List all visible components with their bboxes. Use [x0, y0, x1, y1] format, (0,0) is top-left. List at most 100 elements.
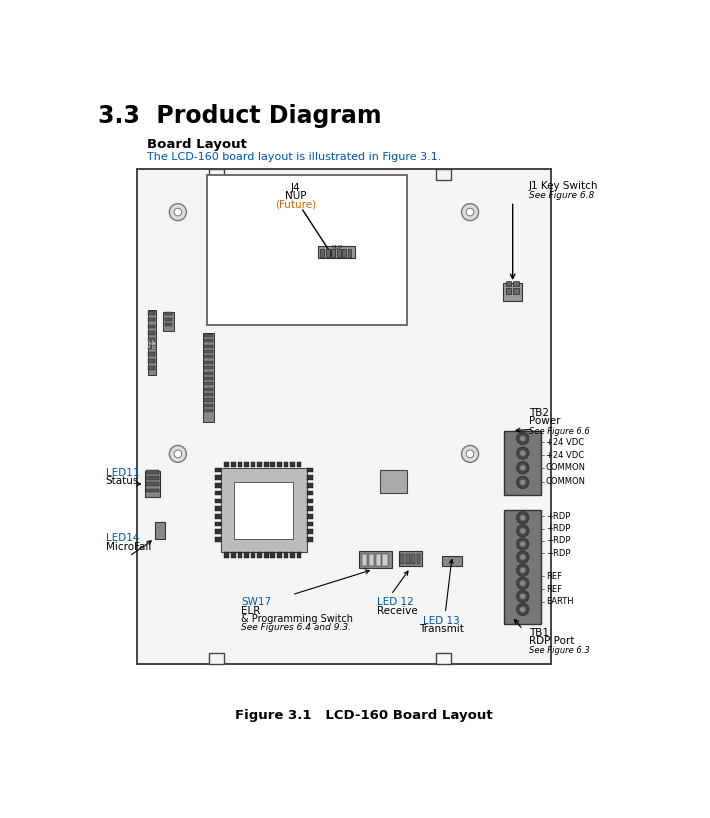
Circle shape	[174, 450, 182, 458]
Text: −RDP: −RDP	[546, 549, 571, 558]
Text: J1 Key Switch: J1 Key Switch	[529, 182, 599, 191]
Bar	[504, 510, 541, 624]
Bar	[215, 483, 221, 488]
Circle shape	[520, 528, 526, 534]
Bar	[504, 431, 541, 496]
Bar	[411, 554, 415, 564]
Circle shape	[466, 450, 474, 458]
Circle shape	[520, 606, 526, 613]
Circle shape	[520, 450, 526, 456]
Bar	[204, 398, 213, 402]
Text: REF: REF	[546, 585, 562, 594]
Bar	[290, 552, 295, 558]
Bar	[297, 552, 302, 558]
Text: +24 VDC: +24 VDC	[546, 451, 584, 460]
Bar	[337, 249, 341, 257]
Text: NUP: NUP	[285, 191, 307, 201]
Bar	[307, 537, 312, 542]
Circle shape	[517, 564, 529, 577]
Bar	[297, 461, 302, 467]
Text: COMMON: COMMON	[546, 463, 586, 472]
Circle shape	[520, 567, 526, 573]
Text: +24 VDC: +24 VDC	[546, 438, 584, 447]
Bar	[399, 551, 422, 566]
Text: NUP: NUP	[331, 245, 342, 250]
Text: SW17: SW17	[241, 597, 271, 607]
Text: Power: Power	[529, 416, 560, 426]
Circle shape	[520, 435, 526, 442]
Bar	[359, 551, 392, 568]
Text: See Figure 6.6: See Figure 6.6	[529, 427, 590, 436]
Text: LED14: LED14	[106, 533, 139, 543]
Circle shape	[517, 604, 529, 616]
Bar	[204, 350, 213, 353]
Bar	[148, 359, 155, 363]
Bar	[436, 654, 452, 664]
Text: Transmit: Transmit	[419, 624, 464, 634]
Bar	[148, 345, 155, 349]
Bar	[148, 317, 155, 321]
Bar	[238, 552, 242, 558]
Bar	[204, 382, 213, 385]
Text: LCD
DISP: LCD DISP	[148, 338, 156, 348]
Bar	[506, 281, 511, 286]
Bar	[264, 552, 268, 558]
Text: LED11: LED11	[106, 468, 139, 478]
Bar	[148, 325, 155, 328]
Bar	[318, 246, 355, 258]
Bar	[204, 371, 213, 375]
Bar	[257, 461, 262, 467]
Bar	[326, 249, 329, 257]
Bar	[231, 461, 236, 467]
Bar	[215, 537, 221, 542]
Circle shape	[520, 554, 526, 560]
Bar	[383, 554, 388, 565]
Bar	[284, 461, 288, 467]
Text: Receive: Receive	[377, 605, 417, 616]
Bar	[307, 522, 312, 526]
Text: +RDP: +RDP	[546, 512, 570, 521]
Bar	[361, 554, 367, 565]
Circle shape	[517, 524, 529, 537]
Bar	[238, 461, 242, 467]
Circle shape	[170, 446, 187, 462]
Bar	[204, 344, 213, 348]
Bar	[332, 249, 335, 257]
Bar	[513, 289, 519, 294]
Text: −RDP: −RDP	[546, 537, 571, 546]
Text: Status: Status	[106, 476, 139, 486]
Bar	[257, 552, 262, 558]
Bar	[215, 498, 221, 503]
Circle shape	[520, 479, 526, 485]
Text: See Figure 6.8: See Figure 6.8	[529, 191, 594, 200]
Bar	[163, 312, 174, 330]
Bar	[231, 552, 236, 558]
Bar	[204, 334, 213, 337]
Bar	[376, 554, 381, 565]
Bar	[165, 317, 173, 321]
Bar	[204, 333, 214, 421]
Circle shape	[520, 541, 526, 547]
Circle shape	[520, 465, 526, 471]
Circle shape	[520, 580, 526, 587]
Bar	[251, 461, 256, 467]
Text: LED 13: LED 13	[423, 616, 460, 626]
Bar	[307, 529, 312, 534]
Bar	[148, 353, 155, 356]
Bar	[146, 488, 158, 492]
Bar	[307, 491, 312, 496]
Bar	[215, 491, 221, 496]
Bar	[204, 404, 213, 407]
Circle shape	[517, 578, 529, 590]
Bar	[148, 311, 155, 315]
Circle shape	[520, 593, 526, 600]
Bar	[264, 461, 268, 467]
Bar	[146, 470, 158, 474]
Bar	[271, 461, 275, 467]
Text: COMMON: COMMON	[546, 477, 586, 486]
Circle shape	[466, 209, 474, 216]
Bar	[506, 289, 511, 294]
Bar	[209, 169, 224, 180]
Bar	[224, 552, 229, 558]
Text: ELR: ELR	[241, 605, 261, 616]
